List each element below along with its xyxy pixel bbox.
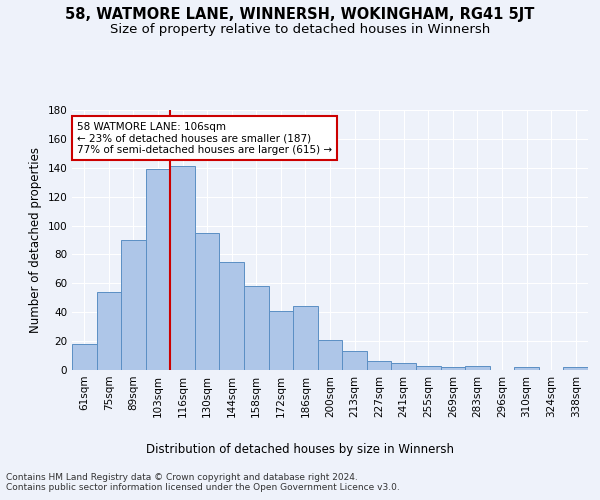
Bar	[269, 311, 293, 370]
Bar	[465, 366, 490, 370]
Bar	[293, 306, 318, 370]
Bar	[170, 166, 195, 370]
Bar	[367, 362, 391, 370]
Bar	[318, 340, 342, 370]
Bar	[220, 262, 244, 370]
Bar	[72, 344, 97, 370]
Bar	[195, 233, 220, 370]
Bar	[244, 286, 269, 370]
Bar	[121, 240, 146, 370]
Bar	[97, 292, 121, 370]
Text: 58 WATMORE LANE: 106sqm
← 23% of detached houses are smaller (187)
77% of semi-d: 58 WATMORE LANE: 106sqm ← 23% of detache…	[77, 122, 332, 155]
Bar	[416, 366, 440, 370]
Text: 58, WATMORE LANE, WINNERSH, WOKINGHAM, RG41 5JT: 58, WATMORE LANE, WINNERSH, WOKINGHAM, R…	[65, 8, 535, 22]
Bar	[440, 367, 465, 370]
Bar	[514, 367, 539, 370]
Y-axis label: Number of detached properties: Number of detached properties	[29, 147, 42, 333]
Bar	[146, 169, 170, 370]
Bar	[563, 367, 588, 370]
Text: Size of property relative to detached houses in Winnersh: Size of property relative to detached ho…	[110, 22, 490, 36]
Text: Contains HM Land Registry data © Crown copyright and database right 2024.
Contai: Contains HM Land Registry data © Crown c…	[6, 472, 400, 492]
Bar	[342, 351, 367, 370]
Text: Distribution of detached houses by size in Winnersh: Distribution of detached houses by size …	[146, 442, 454, 456]
Bar	[391, 363, 416, 370]
